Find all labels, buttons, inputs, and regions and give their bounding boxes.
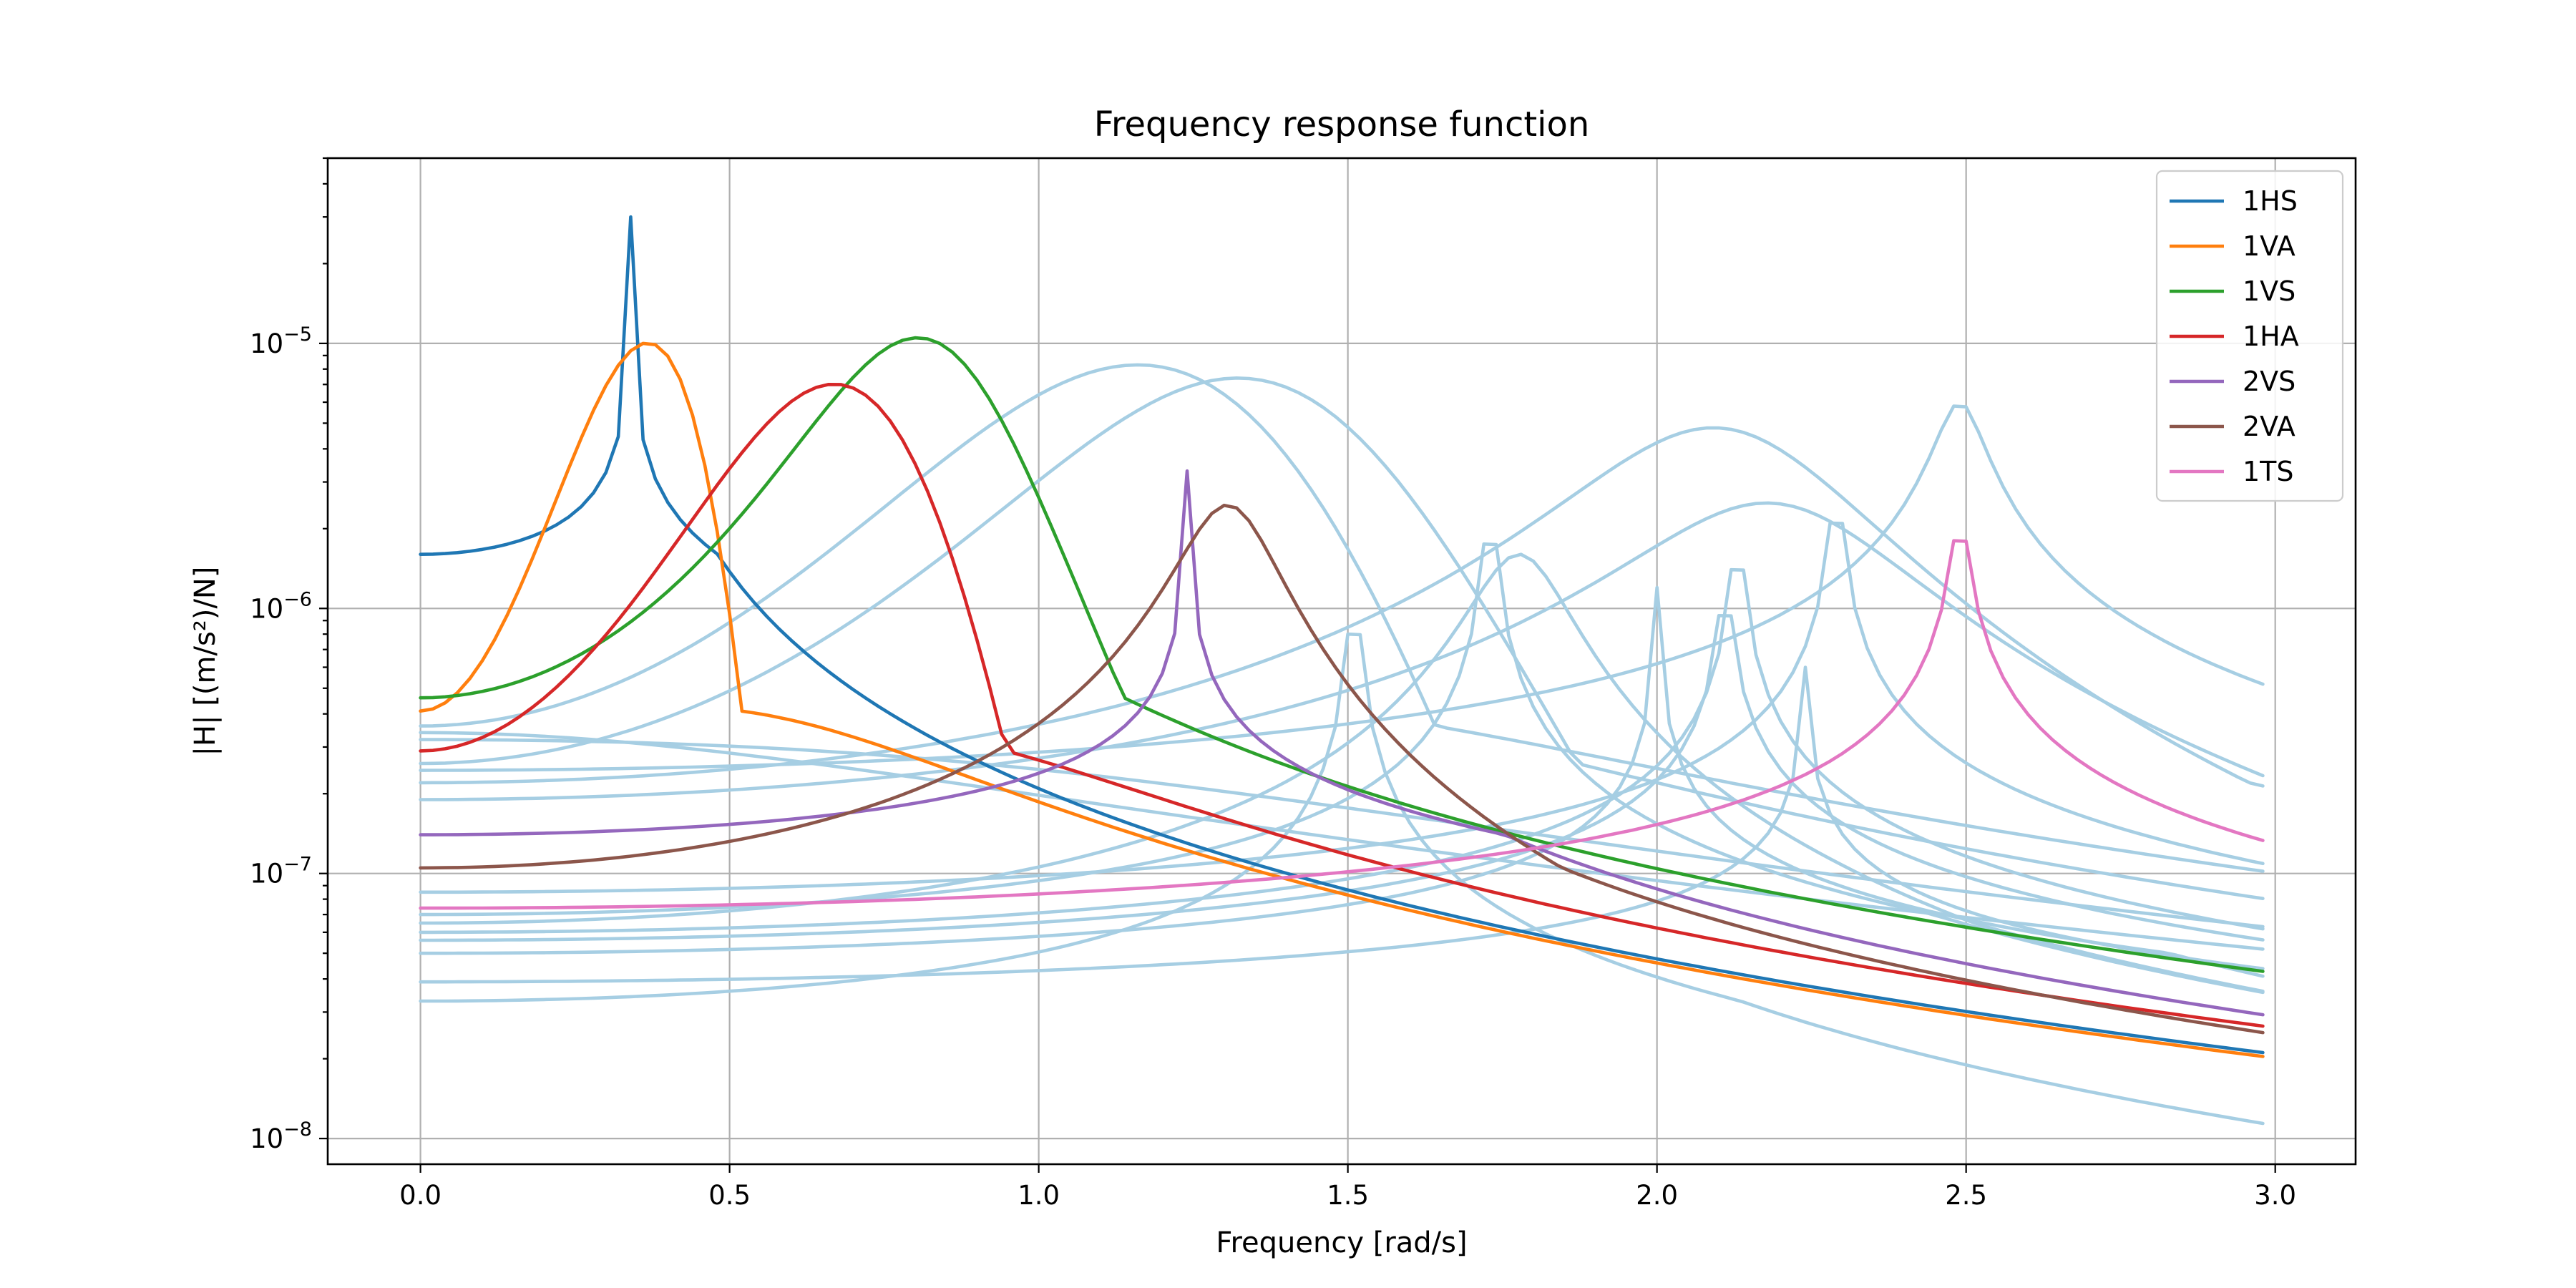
series-line-1TS	[419, 539, 2265, 910]
series-line-1VA	[419, 341, 2265, 1058]
y-tick-label: 10−8	[250, 1118, 312, 1154]
legend-box	[2155, 170, 2344, 502]
series-line-mode-12	[419, 632, 2265, 1126]
axes-frame	[326, 157, 2357, 1166]
x-tick-label: 0.5	[708, 1180, 751, 1211]
legend-label-1VA: 1VA	[2243, 230, 2296, 262]
y-tick-label: 10−5	[250, 323, 312, 359]
series-line-mode-20	[419, 665, 2265, 984]
x-axis-label: Frequency [rad/s]	[1216, 1226, 1467, 1259]
series-line-1VS	[419, 336, 2265, 973]
legend-label-1TS: 1TS	[2243, 456, 2294, 487]
y-tick-label: 10−7	[250, 854, 312, 889]
series-line-mode-18	[419, 567, 2265, 935]
series-line-1HA	[419, 383, 2265, 1028]
series-line-mode-11	[419, 376, 2265, 900]
x-tick-label: 1.5	[1327, 1180, 1369, 1211]
y-tick-label: 10−6	[250, 588, 312, 624]
y-axis-label: |H| [(m/s²)/N]	[189, 567, 222, 756]
legend-label-2VS: 2VS	[2243, 366, 2296, 397]
series-line-mode-10	[419, 363, 2265, 873]
x-tick-label: 3.0	[2254, 1180, 2296, 1211]
x-tick-label: 2.5	[1945, 1180, 1987, 1211]
x-tick-label: 0.0	[399, 1180, 441, 1211]
series-line-mode-09	[419, 738, 2265, 929]
chart-title: Frequency response function	[1094, 104, 1590, 145]
series-line-2VA	[419, 503, 2265, 1035]
legend-label-1HS: 1HS	[2243, 185, 2298, 217]
legend-label-2VA: 2VA	[2243, 411, 2296, 442]
x-tick-label: 1.0	[1018, 1180, 1060, 1211]
axis-ticks: 0.0 0.5 1.0 1.5 2.0 2.5 3.0 10−5 10−6 10−7 10−8	[250, 157, 2296, 1211]
legend-label-1HA: 1HA	[2243, 321, 2299, 352]
series-line-1HS	[419, 215, 2265, 1055]
series-line-2VS	[419, 469, 2265, 1017]
series-line-mode-22	[419, 404, 2265, 772]
series-line-mode-21	[419, 521, 2265, 894]
series-line-mode-19	[419, 501, 2265, 801]
legend: 1HS 1VA 1VS 1HA 2VS 2VA 1TS	[2155, 170, 2344, 502]
series-line-mode-16	[419, 426, 2265, 788]
series-line-mode-13	[419, 542, 2265, 995]
plot-area	[419, 215, 2265, 1126]
x-tick-label: 2.0	[1636, 1180, 1678, 1211]
legend-label-1VS: 1VS	[2243, 275, 2296, 307]
series-line-mode-15	[419, 585, 2265, 978]
